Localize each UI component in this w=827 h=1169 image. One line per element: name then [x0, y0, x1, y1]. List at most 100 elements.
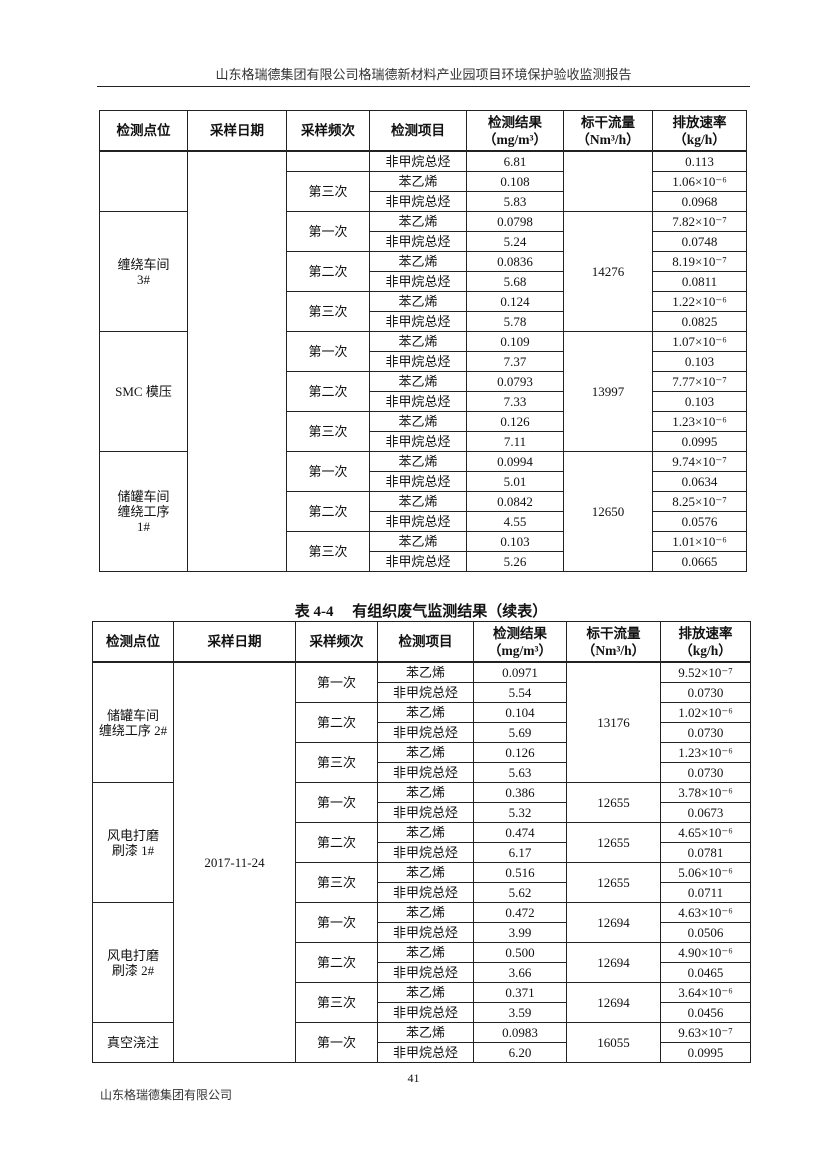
rate-cell: 4.63×10⁻⁶ [660, 902, 751, 923]
item-cell: 苯乙烯 [377, 862, 474, 883]
item-cell: 非甲烷总烃 [377, 682, 474, 703]
result-cell: 0.386 [473, 782, 567, 803]
rate-cell: 5.06×10⁻⁶ [660, 862, 751, 883]
table-row: 非甲烷总烃 5.78 0.0825 [100, 311, 747, 332]
item-cell: 非甲烷总烃 [369, 191, 467, 212]
table-row: 风电打磨 刷漆 2# 第一次 苯乙烯 0.472 12694 4.63×10⁻⁶ [92, 902, 751, 1023]
item-cell: 非甲烷总烃 [369, 471, 467, 492]
flow-cell: 13997 [563, 331, 653, 452]
rate-cell: 9.74×10⁻⁷ [652, 451, 747, 472]
table-row: 第三次 苯乙烯 0.371 12694 3.64×10⁻⁶ [93, 982, 751, 1023]
table-row: 非甲烷总烃 3.99 0.0506 [93, 922, 751, 943]
item-cell: 苯乙烯 [369, 491, 467, 512]
table-row: 第二次 苯乙烯 0.104 1.02×10⁻⁶ [93, 702, 751, 743]
item-cell: 苯乙烯 [377, 902, 474, 923]
result-cell: 0.0793 [466, 371, 564, 392]
result-cell: 0.104 [473, 702, 567, 723]
result-cell: 0.126 [466, 411, 564, 432]
table-row: 非甲烷总烃 5.32 0.0673 [93, 802, 751, 823]
result-cell: 0.474 [473, 822, 567, 843]
flow-cell: 12655 [566, 862, 661, 903]
rate-cell: 1.22×10⁻⁶ [652, 291, 747, 312]
rate-cell: 4.65×10⁻⁶ [660, 822, 751, 843]
table-row: 非甲烷总烃 5.26 0.0665 [100, 551, 747, 572]
result-cell: 5.24 [466, 231, 564, 252]
result-cell: 6.81 [466, 150, 564, 172]
frequency-cell: 第一次 [286, 451, 370, 492]
result-cell: 0.109 [466, 331, 564, 352]
flow-cell: 12694 [566, 982, 661, 1023]
date-cell [187, 150, 287, 572]
result-cell: 0.103 [466, 531, 564, 552]
rate-cell: 0.103 [652, 391, 747, 412]
item-cell: 苯乙烯 [369, 251, 467, 272]
rate-cell: 0.0825 [652, 311, 747, 332]
item-cell: 苯乙烯 [377, 782, 474, 803]
rate-cell: 0.0465 [660, 962, 751, 983]
table-row: 风电打磨 刷漆 1# 第一次 苯乙烯 0.386 12655 3.78×10⁻⁶ [92, 782, 751, 903]
frequency-cell: 第二次 [295, 702, 378, 743]
item-cell: 苯乙烯 [369, 411, 467, 432]
rate-cell: 0.0748 [652, 231, 747, 252]
item-cell: 非甲烷总烃 [369, 431, 467, 452]
rate-cell: 0.0730 [660, 762, 751, 783]
item-cell: 非甲烷总烃 [369, 150, 467, 172]
rate-cell: 8.19×10⁻⁷ [652, 251, 747, 272]
rate-cell: 9.63×10⁻⁷ [660, 1022, 751, 1043]
location-cell: 风电打磨 刷漆 2# [92, 902, 174, 1023]
flow-cell: 14276 [563, 211, 653, 332]
frequency-cell: 第一次 [295, 661, 378, 703]
table-row: 真空浇注 第一次 苯乙烯 0.0983 16055 9.63×10⁻⁷ [92, 1022, 751, 1063]
table-row: 缠绕车间 3# 第一次 苯乙烯 0.0798 14276 7.82×10⁻⁷ [99, 211, 747, 332]
result-cell: 5.83 [466, 191, 564, 212]
flow-cell: 12655 [566, 782, 661, 823]
rate-cell: 0.113 [652, 150, 747, 172]
frequency-cell: 第二次 [286, 491, 370, 532]
table-row: 第三次 苯乙烯 0.124 1.22×10⁻⁶ [100, 291, 747, 332]
rate-cell: 1.23×10⁻⁶ [652, 411, 747, 432]
frequency-cell: 第一次 [295, 782, 378, 823]
col-rate: 排放速率 （kg/h） [652, 110, 747, 152]
item-cell: 苯乙烯 [377, 702, 474, 723]
result-cell: 5.62 [473, 882, 567, 903]
result-cell: 5.54 [473, 682, 567, 703]
table-row: 非甲烷总烃 6.20 0.0995 [93, 1042, 751, 1063]
table-row: 第三次 苯乙烯 0.108 1.06×10⁻⁶ [100, 171, 747, 212]
table-header-row: 检测点位 采样日期 采样频次 检测项目 检测结果 （mg/m³） 标干流量 （N… [92, 621, 751, 663]
table-row: 非甲烷总烃 6.17 0.0781 [93, 842, 751, 863]
frequency-cell: 第一次 [295, 902, 378, 943]
table-row: 第二次 苯乙烯 0.0842 8.25×10⁻⁷ [100, 491, 747, 532]
frequency-cell: 第一次 [286, 211, 370, 252]
monitoring-table-continued: 检测点位 采样日期 采样频次 检测项目 检测结果 （mg/m³） 标干流量 （N… [99, 110, 747, 572]
rate-cell: 1.01×10⁻⁶ [652, 531, 747, 552]
item-cell: 苯乙烯 [369, 531, 467, 552]
table-row: 第三次 苯乙烯 0.126 1.23×10⁻⁶ [100, 411, 747, 452]
rate-cell: 0.0634 [652, 471, 747, 492]
frequency-cell: 第二次 [295, 822, 378, 863]
rate-cell: 0.0673 [660, 802, 751, 823]
table-row: 非甲烷总烃 6.81 0.113 [99, 150, 747, 572]
result-cell: 5.78 [466, 311, 564, 332]
result-cell: 5.26 [466, 551, 564, 572]
table-row: 第二次 苯乙烯 0.474 12655 4.65×10⁻⁶ [93, 822, 751, 863]
rate-cell: 0.0665 [652, 551, 747, 572]
rate-cell: 9.52×10⁻⁷ [660, 661, 751, 683]
item-cell: 非甲烷总烃 [377, 882, 474, 903]
location-cell: 真空浇注 [92, 1022, 174, 1063]
table-row: SMC 模压 第一次 苯乙烯 0.109 13997 1.07×10⁻⁶ [99, 331, 747, 452]
result-cell: 0.516 [473, 862, 567, 883]
item-cell: 苯乙烯 [369, 451, 467, 472]
table-row: 第三次 苯乙烯 0.103 1.01×10⁻⁶ [100, 531, 747, 572]
rate-cell: 3.78×10⁻⁶ [660, 782, 751, 803]
result-cell: 6.20 [473, 1042, 567, 1063]
rate-cell: 4.90×10⁻⁶ [660, 942, 751, 963]
rate-cell: 0.0506 [660, 922, 751, 943]
result-cell: 0.0994 [466, 451, 564, 472]
rate-cell: 0.0576 [652, 511, 747, 532]
item-cell: 苯乙烯 [377, 822, 474, 843]
item-cell: 非甲烷总烃 [369, 231, 467, 252]
table-header-row: 检测点位 采样日期 采样频次 检测项目 检测结果 （mg/m³） 标干流量 （N… [99, 110, 747, 152]
page-header: 山东格瑞德集团有限公司格瑞德新材料产业园项目环境保护验收监测报告 [215, 67, 632, 82]
result-cell: 5.63 [473, 762, 567, 783]
rate-cell: 0.0781 [660, 842, 751, 863]
